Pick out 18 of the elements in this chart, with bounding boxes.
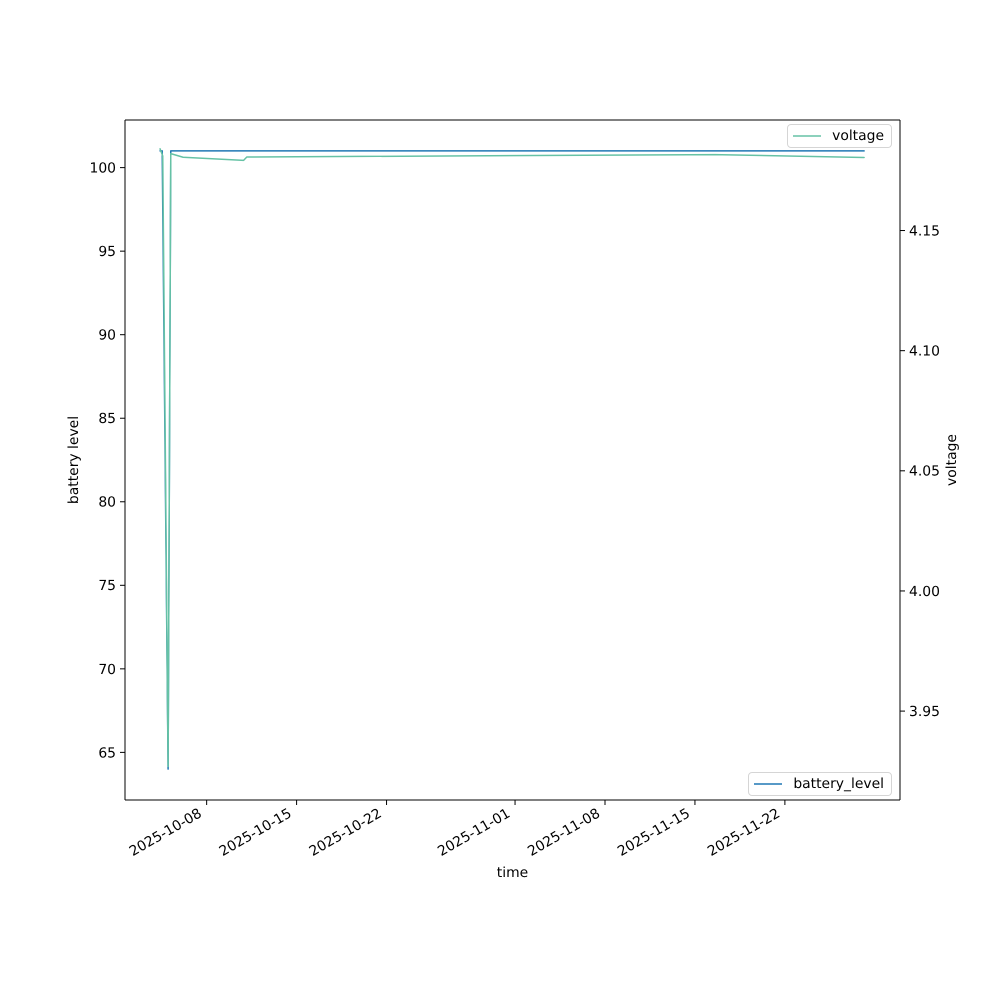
y2-axis-title: voltage [944,434,960,486]
y-axis-title: battery level [66,416,82,504]
y-tick-label: 70 [98,662,116,678]
y2-tick-label: 4.05 [909,464,940,480]
y-tick-label: 95 [98,244,116,260]
legend-label: battery_level [793,776,884,792]
y2-tick-label: 4.15 [909,223,940,240]
y2-tick-label: 4.10 [909,344,940,360]
y-tick-label: 80 [98,494,116,511]
y-tick-label: 90 [98,328,116,344]
y-tick-label: 75 [98,578,116,594]
y2-tick-label: 4.00 [909,584,940,600]
y-tick-label: 85 [98,411,116,428]
legend-label: voltage [832,128,884,144]
y-tick-label: 65 [98,745,116,762]
y-tick-label: 100 [89,160,116,177]
y2-tick-label: 3.95 [909,704,940,720]
x-axis-title: time [496,865,528,881]
